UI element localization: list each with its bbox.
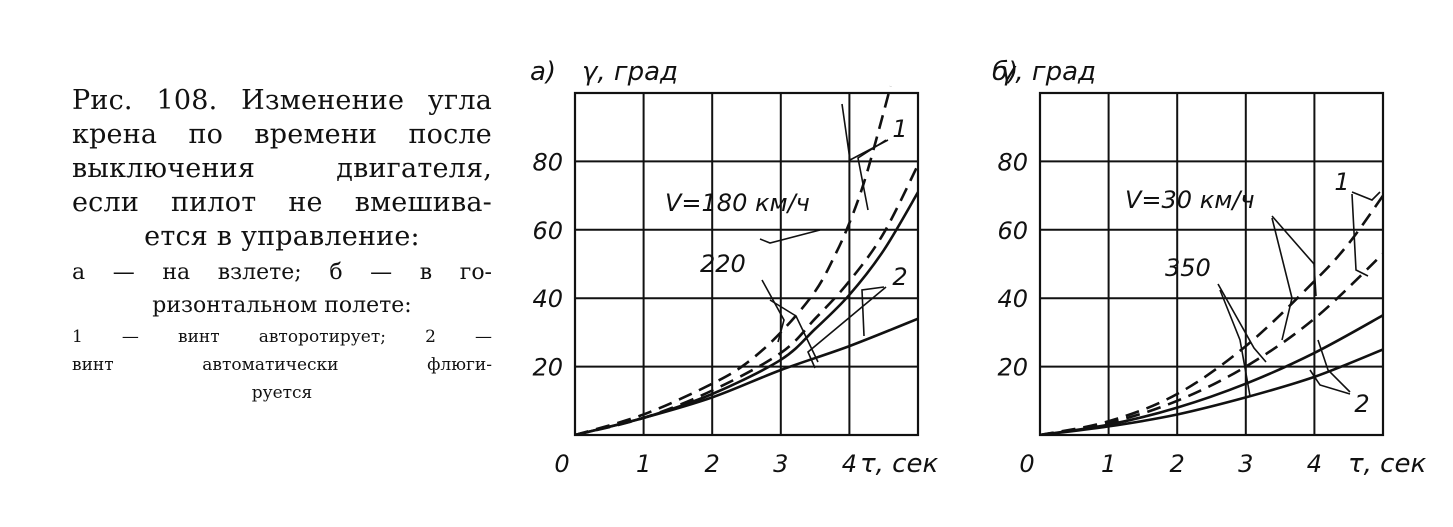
annotation-label: 220 bbox=[700, 250, 746, 278]
series-line-dashed bbox=[1040, 194, 1383, 435]
annotation-label: 2 bbox=[892, 263, 907, 291]
series-line-dashed bbox=[575, 85, 892, 435]
y-tick-label: 80 bbox=[997, 148, 1028, 176]
origin-label: 0 bbox=[554, 450, 569, 478]
y-tick-label: 60 bbox=[532, 217, 563, 245]
caption-legend-line: а — на взлете; б — в го- bbox=[72, 260, 492, 285]
annotation-label: 350 bbox=[1165, 254, 1211, 282]
annotation-leader-line bbox=[1309, 369, 1351, 395]
y-tick-label: 80 bbox=[532, 148, 563, 176]
x-tick-label: 3 bbox=[773, 450, 788, 478]
annotation-leader-line bbox=[761, 279, 785, 343]
series-group bbox=[1040, 194, 1383, 435]
annotation-leader-line bbox=[1217, 283, 1267, 363]
annotation-label: 1 bbox=[1334, 168, 1349, 196]
x-tick-label: 1 bbox=[636, 450, 651, 478]
caption-line: Рис. 108. Изменение угла bbox=[72, 85, 492, 116]
series-line-solid bbox=[1040, 348, 1383, 435]
caption-legend-line: ризонтальном полете: bbox=[152, 293, 412, 318]
y-axis-label: γ, град bbox=[582, 57, 678, 87]
caption-line: крена по времени после bbox=[72, 119, 492, 150]
annotation-leader-line bbox=[807, 286, 887, 369]
x-tick-label: 4 bbox=[842, 450, 857, 478]
annotation-leader-line bbox=[1271, 217, 1293, 341]
series-line-dashed bbox=[575, 164, 918, 435]
annotation-leader-line bbox=[841, 103, 889, 162]
y-tick-label: 40 bbox=[532, 285, 563, 313]
panel-label: б) bbox=[992, 57, 1018, 87]
plot-frame bbox=[573, 91, 920, 437]
series-line-solid bbox=[575, 317, 918, 435]
annotation-leader-line bbox=[1351, 191, 1381, 201]
x-axis-label: τ, сек bbox=[1348, 449, 1426, 479]
y-tick-label: 60 bbox=[997, 217, 1028, 245]
panel-label: а) bbox=[530, 57, 556, 87]
y-tick-label: 20 bbox=[997, 354, 1028, 382]
series-group bbox=[575, 85, 918, 435]
annotation-leader-line bbox=[857, 139, 887, 211]
annotation-label: V=30 км/ч bbox=[1125, 186, 1255, 214]
x-tick-label: 3 bbox=[1238, 450, 1253, 478]
annotation-label: V=180 км/ч bbox=[665, 189, 810, 217]
x-tick-label: 4 bbox=[1307, 450, 1322, 478]
plot-frame bbox=[1038, 91, 1385, 437]
annotation-leader-line bbox=[1317, 339, 1351, 393]
series-line-dashed bbox=[1040, 252, 1383, 435]
annotation-label: 1 bbox=[892, 115, 907, 143]
y-tick-label: 20 bbox=[532, 354, 563, 382]
x-axis-label: τ, сек bbox=[860, 449, 938, 479]
annotation-label: 2 bbox=[1354, 390, 1369, 418]
origin-label: 0 bbox=[1019, 450, 1034, 478]
series-line-solid bbox=[1040, 314, 1383, 435]
annotation-leader-line bbox=[1271, 215, 1317, 297]
caption-note-line: 1 — винт авторотирует; 2 — bbox=[72, 327, 492, 347]
annotation-leader-line bbox=[861, 286, 885, 337]
series-line-solid bbox=[575, 191, 918, 435]
chart-panel-b: 1 2 3 4 20 40 60 80 0 б)γ, град τ, сек V=30 км/ч 350… bbox=[992, 57, 1426, 479]
caption-line: если пилот не вмешива- bbox=[72, 187, 492, 218]
caption-line: ется в управление: bbox=[144, 221, 420, 252]
caption-note-line: руется bbox=[251, 383, 313, 403]
annotation-leader-line bbox=[769, 299, 819, 363]
annotation-leader-line bbox=[1219, 289, 1251, 397]
figure-caption: Рис. 108. Изменение угла крена по времен… bbox=[72, 84, 492, 404]
x-tick-label: 1 bbox=[1101, 450, 1116, 478]
caption-line: выключения двигателя, bbox=[72, 153, 492, 184]
x-tick-label: 2 bbox=[1170, 450, 1185, 478]
caption-note-line: винт автоматически флюги- bbox=[72, 355, 492, 375]
y-axis-label: γ, град bbox=[1000, 57, 1096, 87]
y-tick-label: 40 bbox=[997, 285, 1028, 313]
annotation-leader-line bbox=[1351, 193, 1369, 277]
annotation-leader-line bbox=[759, 229, 821, 244]
x-tick-label: 2 bbox=[705, 450, 720, 478]
